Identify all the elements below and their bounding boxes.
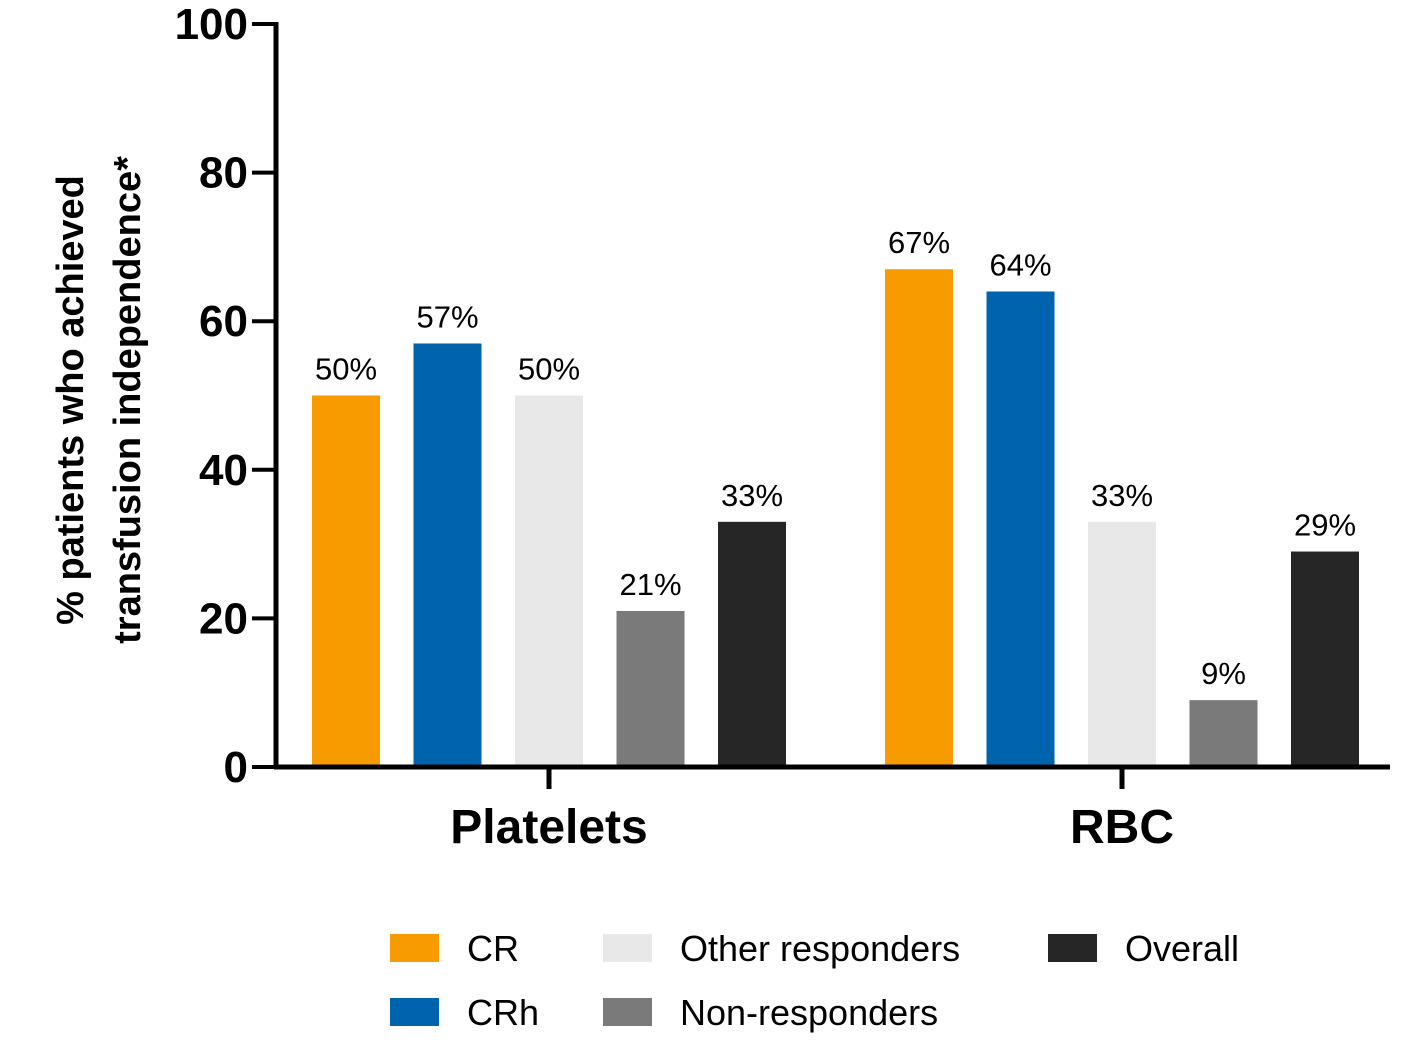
bars — [312, 269, 1359, 767]
legend-swatch-cr — [390, 934, 439, 962]
category-labels: Platelets RBC — [450, 767, 1174, 854]
legend-label-non-responders: Non-responders — [680, 992, 938, 1033]
bar-rbc-overall — [1291, 551, 1359, 767]
legend-swatch-other-responders — [603, 934, 652, 962]
legend-label-crh: CRh — [467, 992, 539, 1033]
data-label: 50% — [315, 352, 377, 387]
bar-rbc-cr — [885, 269, 953, 767]
bar-platelets-overall — [718, 521, 786, 767]
data-label: 50% — [518, 352, 580, 387]
data-label: 67% — [888, 225, 950, 260]
data-label: 64% — [989, 247, 1051, 282]
legend-swatch-crh — [390, 998, 439, 1026]
legend-swatch-overall — [1048, 934, 1097, 962]
bar-platelets-non-responders — [616, 610, 685, 767]
legend-label-cr: CR — [467, 928, 519, 969]
y-tick-label: 0 — [224, 743, 248, 792]
data-label: 9% — [1201, 656, 1246, 691]
data-label: 21% — [619, 567, 681, 602]
y-axis-ticks: 0 20 40 60 80 100 — [175, 0, 276, 792]
category-label-rbc: RBC — [1070, 801, 1174, 854]
y-axis-title: % patients who achieved transfusion inde… — [50, 156, 149, 644]
y-tick-label: 40 — [199, 446, 248, 495]
data-label: 57% — [416, 299, 478, 334]
y-tick-label: 20 — [199, 594, 248, 643]
bar-rbc-non-responders — [1189, 700, 1258, 767]
y-tick-label: 60 — [199, 297, 248, 346]
bar-rbc-other-responders — [1088, 521, 1156, 767]
data-label: 33% — [1091, 478, 1153, 513]
data-label: 29% — [1294, 508, 1356, 543]
bar-platelets-other-responders — [515, 395, 583, 767]
y-tick-label: 100 — [175, 0, 248, 49]
legend-label-other-responders: Other responders — [680, 928, 960, 969]
data-labels: 50% 57% 50% 21% 33% 67% 64% 33% 9% 29% — [315, 225, 1356, 691]
bar-rbc-crh — [986, 291, 1055, 767]
category-label-platelets: Platelets — [450, 801, 647, 854]
y-axis-title-line-2: transfusion independence* — [107, 156, 149, 644]
legend-swatch-non-responders — [603, 998, 652, 1026]
legend: CR CRh Other responders Non-responders Overa… — [390, 928, 1239, 1033]
y-tick-label: 80 — [199, 149, 248, 198]
bar-platelets-crh — [413, 343, 482, 767]
y-axis-title-line-1: % patients who achieved — [50, 175, 92, 625]
axes — [273, 22, 1390, 770]
legend-label-overall: Overall — [1125, 928, 1239, 969]
bar-platelets-cr — [312, 395, 380, 767]
data-label: 33% — [721, 478, 783, 513]
